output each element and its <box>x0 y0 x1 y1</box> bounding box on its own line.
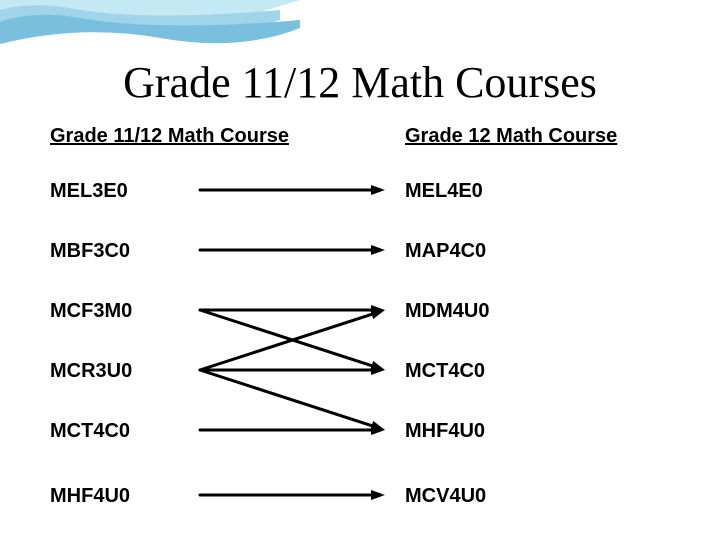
arrow <box>200 305 385 315</box>
arrow <box>200 245 385 255</box>
arrow <box>200 490 385 500</box>
arrows-layer <box>0 0 720 540</box>
arrow <box>200 425 385 435</box>
arrow <box>200 185 385 195</box>
arrow <box>200 365 385 375</box>
arrow <box>200 370 385 430</box>
